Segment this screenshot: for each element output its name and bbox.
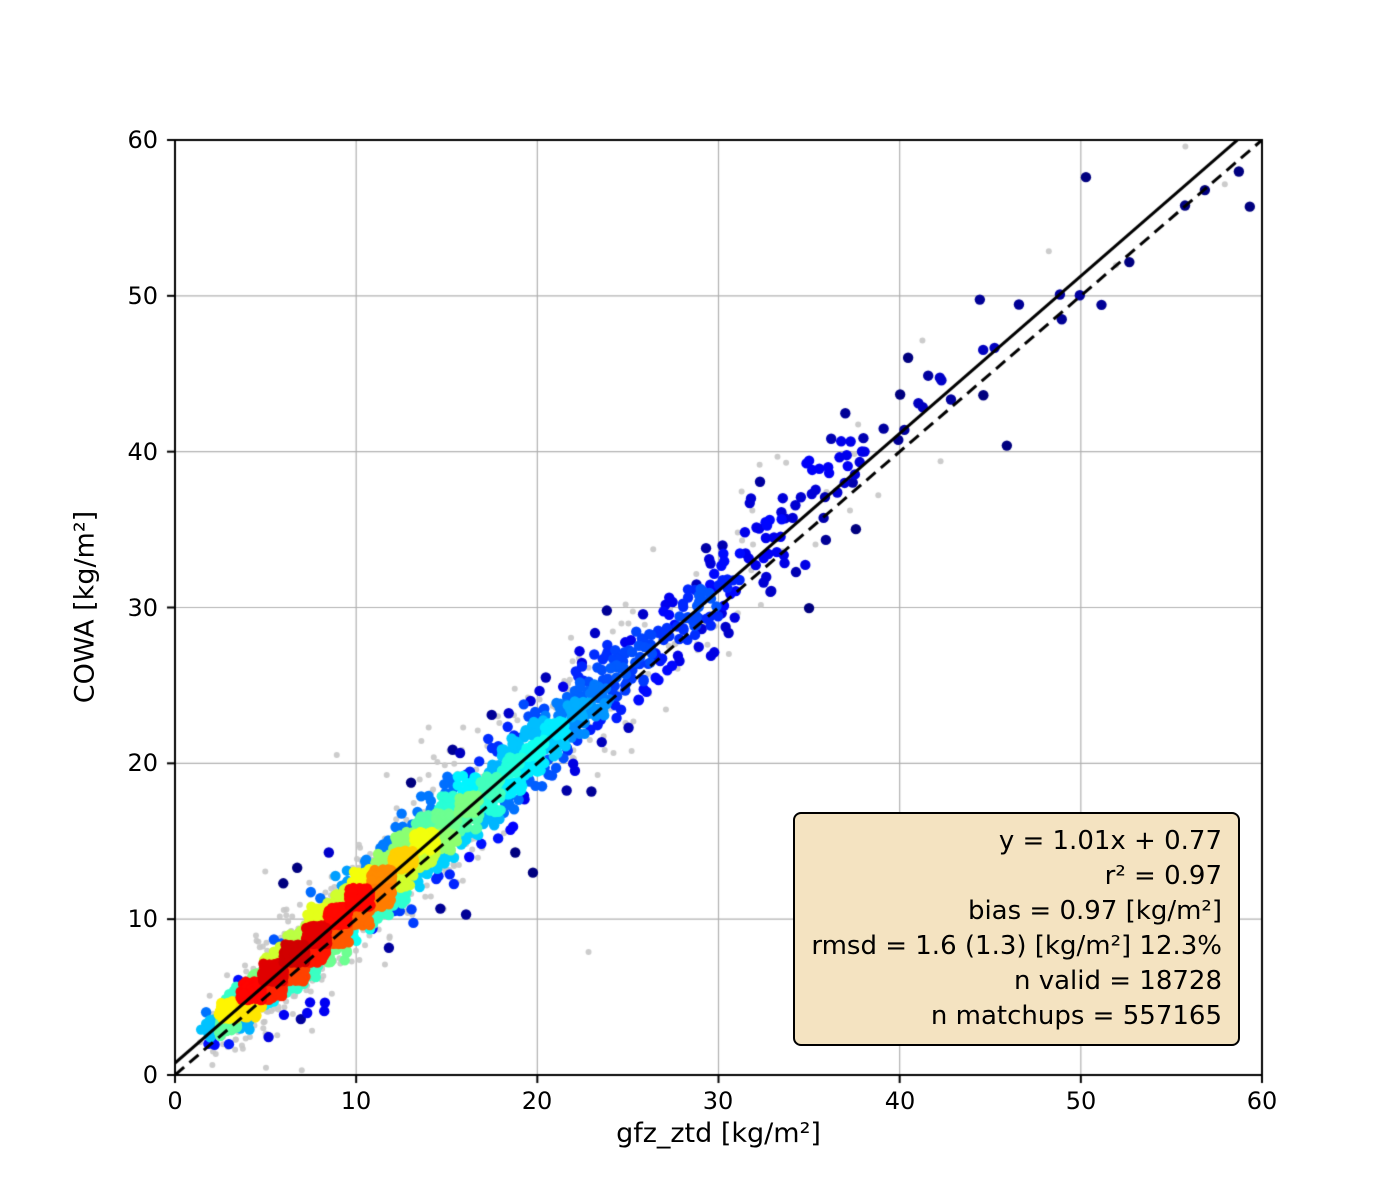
- stats-line-rmsd: rmsd = 1.6 (1.3) [kg/m²] 12.3%: [811, 931, 1222, 961]
- y-tick-label: 40: [127, 438, 158, 466]
- x-tick-label: 30: [702, 1087, 734, 1115]
- x-tick-label: 40: [884, 1087, 916, 1115]
- x-tick-label: 50: [1065, 1087, 1097, 1115]
- y-tick-label: 10: [127, 905, 158, 933]
- x-tick-label: 0: [167, 1087, 183, 1115]
- stats-line-bias: bias = 0.97 [kg/m²]: [967, 896, 1222, 926]
- x-tick-label: 60: [1246, 1087, 1278, 1115]
- x-axis-label: gfz_ztd [kg/m²]: [616, 1118, 821, 1149]
- stats-line-n-matchups: n matchups = 557165: [930, 1001, 1222, 1031]
- y-tick-label: 60: [127, 126, 158, 154]
- y-tick-label: 0: [142, 1061, 158, 1089]
- x-tick-label: 10: [340, 1087, 372, 1115]
- y-tick-label: 20: [127, 749, 158, 777]
- stats-box: y = 1.01x + 0.77 r² = 0.97 bias = 0.97 […: [793, 812, 1240, 1046]
- stats-line-n-valid: n valid = 18728: [1013, 966, 1222, 996]
- y-tick-label: 30: [127, 594, 158, 622]
- y-axis-label: COWA [kg/m²]: [69, 510, 101, 704]
- stats-line-equation: y = 1.01x + 0.77: [998, 826, 1222, 856]
- y-tick-label: 50: [127, 282, 158, 310]
- stats-line-r2: r² = 0.97: [1104, 861, 1222, 891]
- x-tick-label: 20: [521, 1087, 553, 1115]
